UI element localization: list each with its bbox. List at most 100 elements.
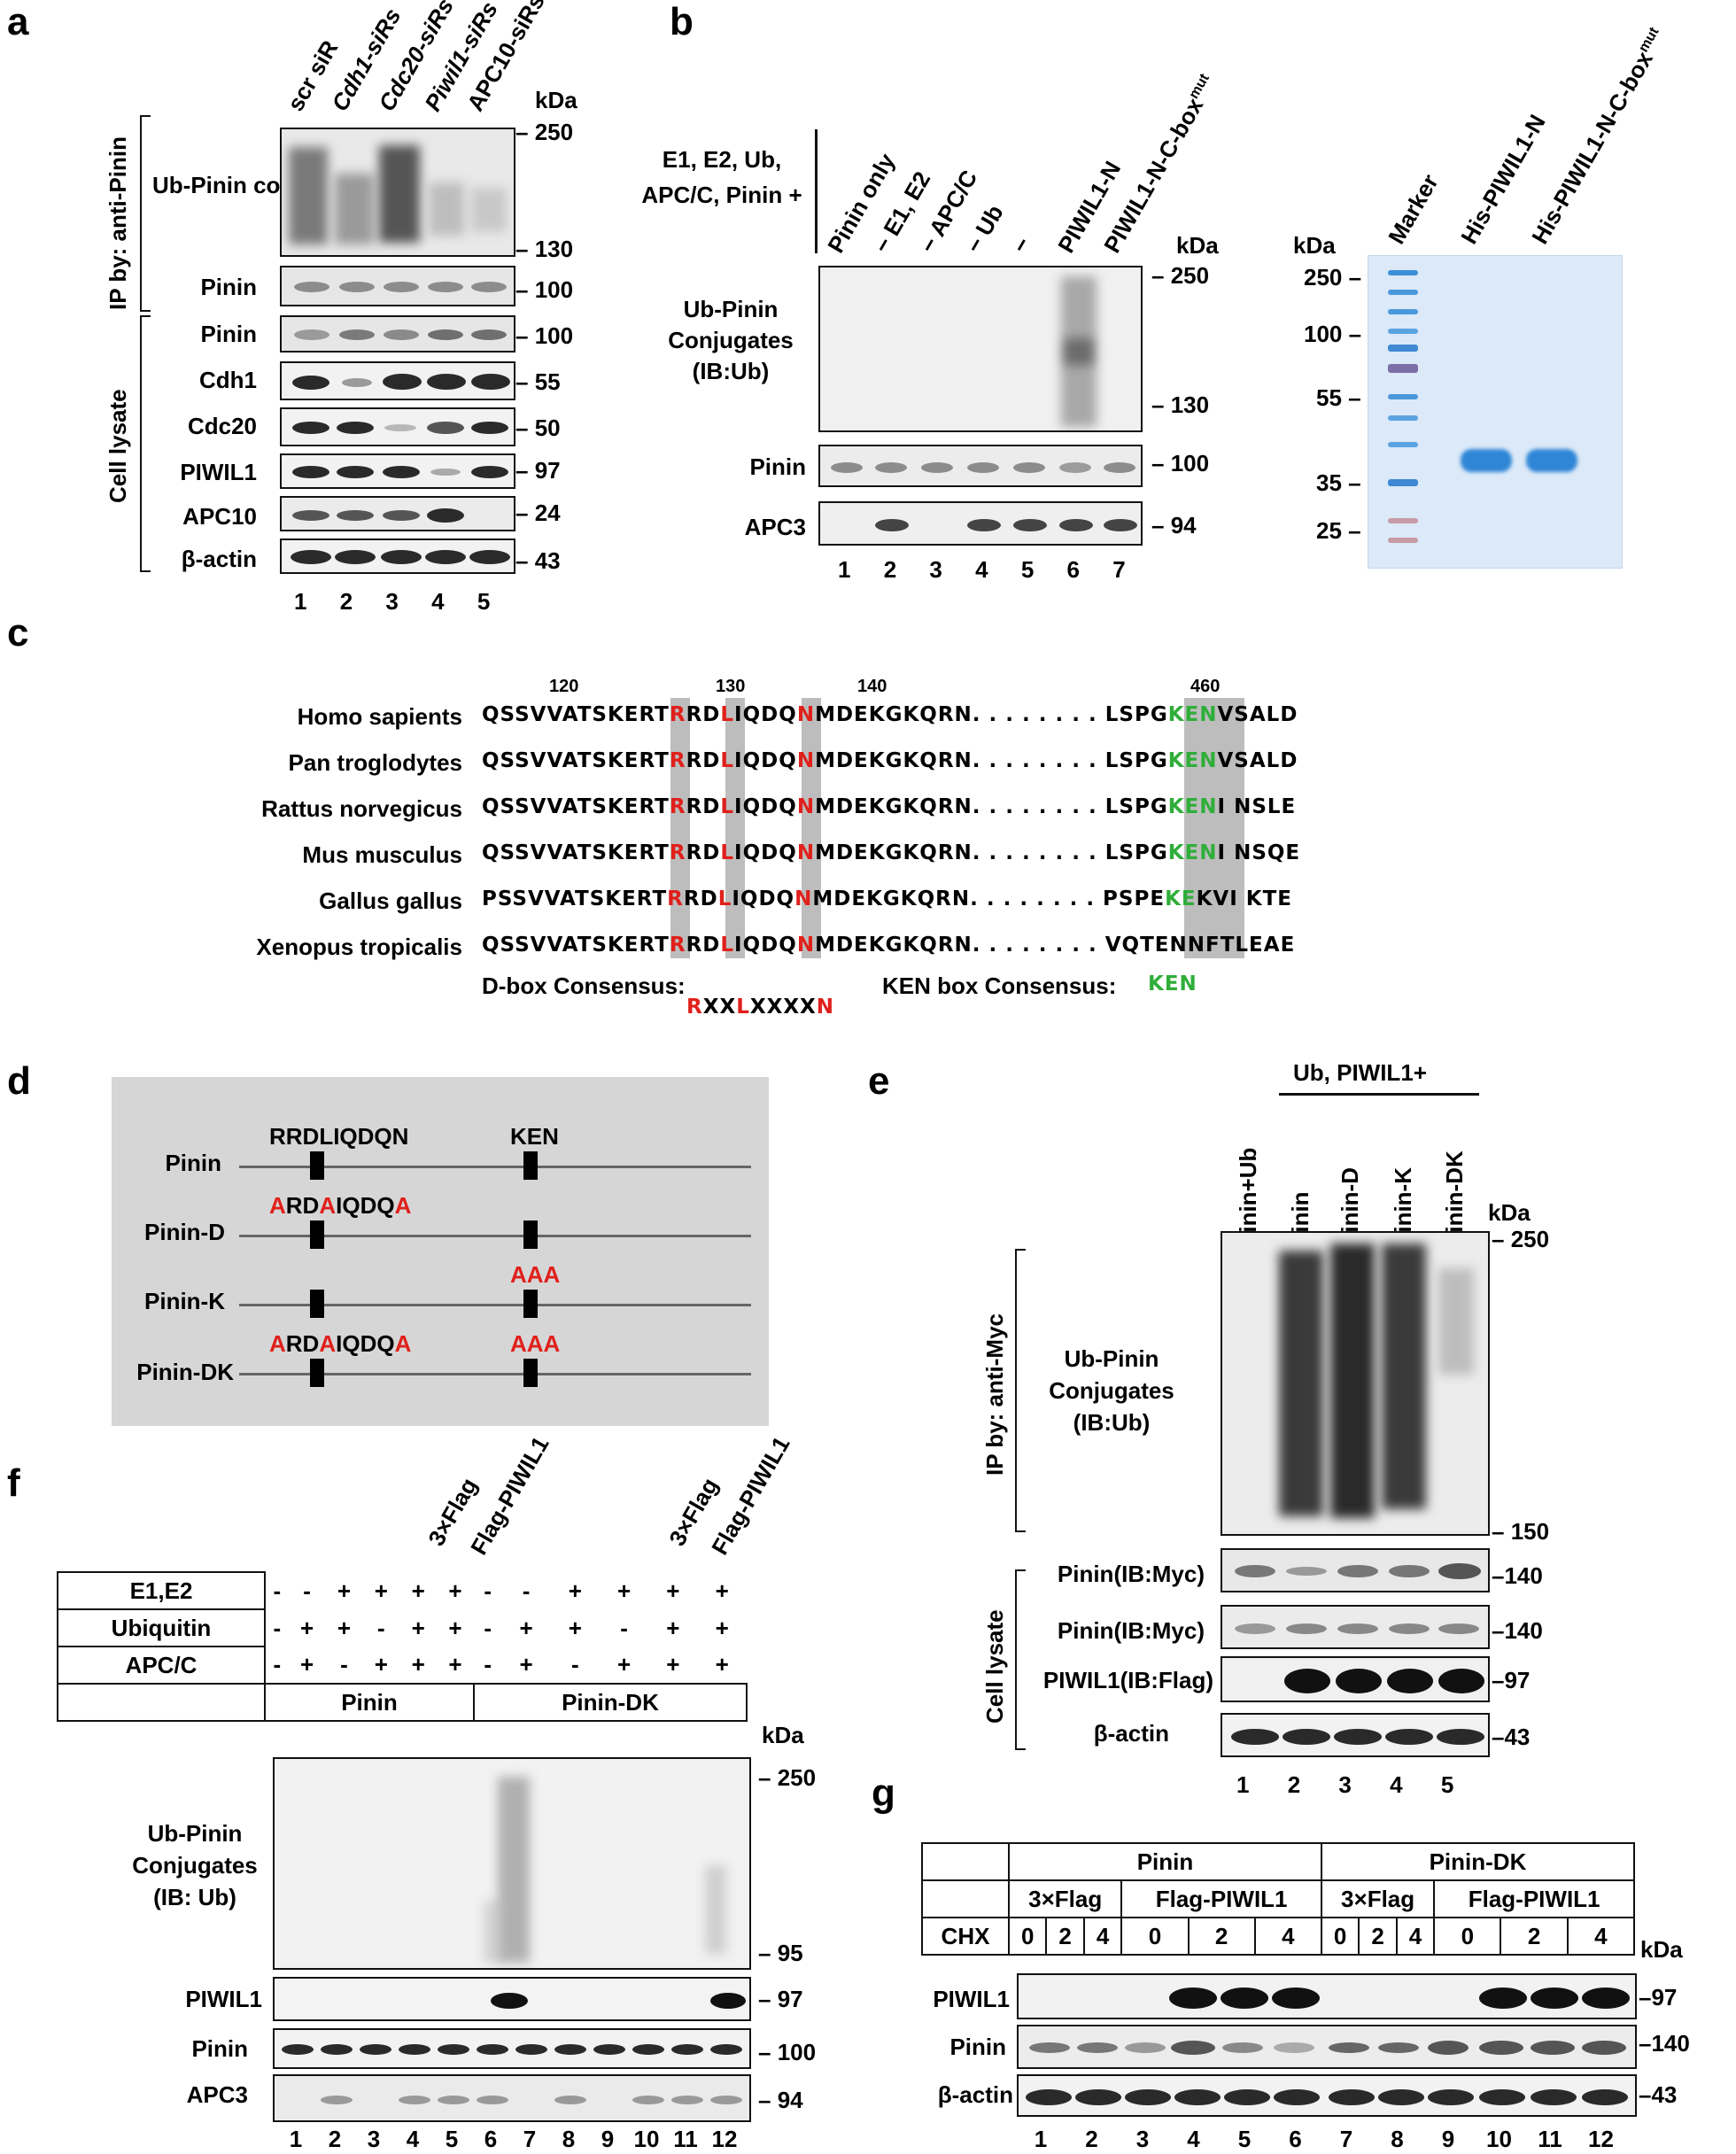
marker-a-97: – 97 bbox=[515, 457, 561, 484]
species-label: Mus musculus bbox=[302, 841, 462, 868]
condition-cell: + bbox=[374, 1651, 388, 1677]
marker-e-150: – 150 bbox=[1492, 1518, 1550, 1545]
dbox-block-pinin-k bbox=[310, 1290, 324, 1318]
row-label-a-ub: Ub-Pinin conjugates bbox=[152, 172, 376, 198]
bracket-lysate-a bbox=[140, 315, 151, 572]
lane-number-b: 1 2 3 4 5 6 7 bbox=[838, 556, 1126, 583]
blot-a-actin bbox=[280, 538, 515, 574]
blot-b-pinin bbox=[818, 445, 1143, 487]
lane-number: 8 bbox=[562, 2126, 576, 2152]
position-120: 120 bbox=[549, 677, 579, 696]
table-cell: 2 bbox=[1187, 1917, 1256, 1956]
condition-cell: - bbox=[340, 1651, 348, 1677]
top-label-f2: Flag-PIWIL1 bbox=[465, 1431, 554, 1560]
gel-marker-25: 25 – bbox=[1316, 517, 1361, 544]
group-label: Pinin bbox=[264, 1683, 475, 1722]
divider-b bbox=[815, 129, 818, 253]
marker-a-43: – 43 bbox=[515, 547, 561, 574]
row-label-a-pinin-ip: Pinin bbox=[200, 274, 257, 300]
line-pinin-dk bbox=[239, 1373, 751, 1375]
highlight-ken bbox=[1184, 698, 1244, 958]
marker-e-140a: –140 bbox=[1492, 1562, 1543, 1589]
ken-block-pinin bbox=[523, 1151, 538, 1180]
ken-mut-label-k: AAA bbox=[510, 1261, 561, 1288]
marker-e-97: –97 bbox=[1492, 1667, 1531, 1693]
gel-marker-100: 100 – bbox=[1304, 321, 1362, 347]
dbox-consensus-label: D-box Consensus: bbox=[482, 972, 686, 999]
lane-number-a: 1 2 3 4 5 bbox=[294, 588, 491, 615]
group-lysate-e: Cell lysate bbox=[981, 1609, 1008, 1724]
lane-number: 3 bbox=[1135, 2126, 1150, 2152]
blot-a-cdc20 bbox=[280, 407, 515, 446]
group-ip-a: IP by: anti-Pinin bbox=[105, 136, 131, 310]
condition-cell: + bbox=[299, 1614, 314, 1641]
marker-b-130: – 130 bbox=[1151, 391, 1210, 418]
condition-cell: + bbox=[411, 1651, 425, 1677]
row-label-f-ub: Ub-Pinin Conjugates (IB: Ub) bbox=[132, 1820, 258, 1910]
blot-a-apc10 bbox=[280, 496, 515, 531]
highlight-r bbox=[670, 698, 690, 958]
group-label: Pinin-DK bbox=[472, 1683, 748, 1722]
condition-cell: + bbox=[666, 1577, 680, 1604]
table-cell: Flag-PIWIL1 bbox=[1120, 1879, 1322, 1918]
table-cell: 4 bbox=[1566, 1917, 1636, 1956]
blot-e-pinin-ip bbox=[1221, 1548, 1490, 1592]
panel-a-label: a bbox=[7, 0, 29, 43]
row-label-g-actin: β-actin bbox=[937, 2081, 1013, 2108]
kda-label-a: kDa bbox=[535, 87, 577, 113]
marker-b-94: – 94 bbox=[1151, 512, 1197, 538]
marker-f-97: – 97 bbox=[758, 1986, 803, 2012]
condition-table-f: E1,E2- - + + + + - - + + + + Ubiquitin - + + - + + - + + - + + AP… bbox=[57, 1571, 748, 1722]
lane-number: 10 bbox=[1486, 2126, 1512, 2152]
row-label-e-pinin: Pinin(IB:Myc) bbox=[1057, 1617, 1205, 1644]
condition-cell: - bbox=[484, 1614, 492, 1641]
table-cell: Pinin bbox=[1008, 1842, 1322, 1881]
group-line-e bbox=[1279, 1093, 1479, 1096]
gel-marker-55: 55 – bbox=[1316, 384, 1361, 411]
row-label-a-apc10: APC10 bbox=[182, 503, 257, 530]
lane-number: 1 bbox=[1034, 2126, 1048, 2152]
condition-cell: + bbox=[448, 1651, 462, 1677]
row-label-a-cdc20: Cdc20 bbox=[187, 413, 257, 439]
lane-number: 10 bbox=[633, 2126, 660, 2152]
blot-b-ub-conjugates bbox=[818, 266, 1143, 432]
marker-e-250: – 250 bbox=[1492, 1226, 1550, 1252]
blot-f-ub-conjugates bbox=[273, 1757, 751, 1970]
lane-number: 2 bbox=[328, 2126, 342, 2152]
table-cell: CHX bbox=[921, 1917, 1010, 1956]
kda-label-e: kDa bbox=[1488, 1199, 1531, 1226]
position-130: 130 bbox=[716, 677, 746, 696]
ken-wt-label: KEN bbox=[510, 1123, 559, 1150]
species-label: Pan troglodytes bbox=[288, 749, 462, 776]
table-cell: 0 bbox=[1120, 1917, 1190, 1956]
bracket-ip-e bbox=[1015, 1249, 1026, 1532]
marker-a-24: – 24 bbox=[515, 500, 561, 526]
blot-g-pinin bbox=[1017, 2025, 1637, 2069]
row-label-b-pinin: Pinin bbox=[749, 453, 806, 480]
gel-lane-marker: Marker bbox=[1383, 169, 1444, 249]
table-cell: 2 bbox=[1500, 1917, 1569, 1956]
row-label-f-piwil1: PIWIL1 bbox=[185, 1986, 262, 2012]
condition-name: E1,E2 bbox=[57, 1571, 266, 1610]
species-label: Gallus gallus bbox=[319, 887, 462, 914]
row-label-e-piwil1: PIWIL1(IB:Flag) bbox=[1042, 1667, 1213, 1693]
condition-cell: - bbox=[620, 1614, 628, 1641]
table-cell: Flag-PIWIL1 bbox=[1433, 1879, 1635, 1918]
ken-consensus: KEN bbox=[1148, 972, 1197, 996]
blot-g-piwil1 bbox=[1017, 1973, 1637, 2019]
species-label: Rattus norvegicus bbox=[261, 795, 462, 822]
marker-a-50: – 50 bbox=[515, 415, 561, 441]
panel-d-label: d bbox=[7, 1059, 31, 1103]
marker-f-94: – 94 bbox=[758, 2087, 803, 2113]
lane-number: 4 bbox=[1187, 2126, 1200, 2152]
row-label-a-actin: β-actin bbox=[181, 546, 257, 572]
condition-cell: - bbox=[303, 1577, 311, 1604]
row-label-b-apc3: APC3 bbox=[744, 514, 806, 540]
ken-consensus-label: KEN box Consensus: bbox=[882, 972, 1117, 999]
row-label-a-piwil1: PIWIL1 bbox=[180, 459, 257, 485]
condition-cell: + bbox=[617, 1577, 632, 1604]
condition-b: E1, E2, Ub, APC/C, Pinin + bbox=[641, 146, 802, 208]
highlight-l bbox=[725, 698, 745, 958]
dbox-wt-label: RRDLIQDQN bbox=[269, 1123, 409, 1150]
sequence-row: QSSVVATSKERTRRDLIQDQNMDEKGKQRN. . . . . … bbox=[482, 703, 1298, 726]
